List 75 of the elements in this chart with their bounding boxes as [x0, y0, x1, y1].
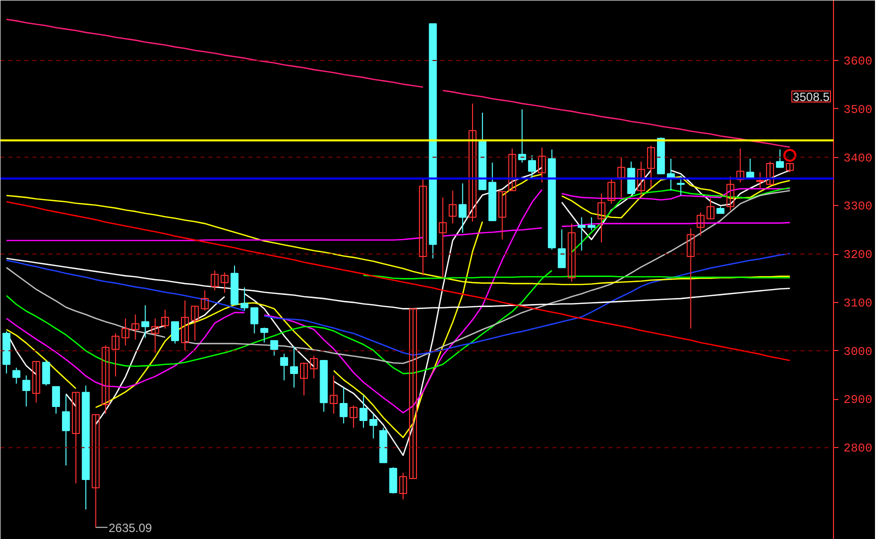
candlestick	[161, 309, 170, 330]
candlestick	[558, 228, 566, 268]
candlestick	[62, 394, 70, 466]
candlestick	[756, 172, 764, 188]
candlestick	[686, 228, 695, 330]
candlestick	[597, 193, 606, 243]
candlestick	[359, 394, 368, 428]
candlestick	[260, 327, 268, 344]
candlestick	[568, 223, 576, 282]
candlestick	[607, 177, 616, 204]
candlestick	[121, 318, 130, 346]
annotation: 3508.5	[792, 90, 830, 104]
candlestick	[300, 362, 308, 396]
candlestick	[736, 148, 744, 183]
candlestick	[528, 154, 536, 180]
candlestick	[102, 344, 110, 414]
candlestick	[131, 314, 140, 340]
candlestick	[12, 367, 20, 384]
candlestick	[52, 386, 60, 414]
candlestick	[180, 300, 189, 351]
candlestick	[330, 374, 338, 414]
candlestick	[200, 290, 209, 312]
candlestick	[92, 414, 100, 528]
candlestick	[250, 307, 258, 334]
candlestick	[706, 198, 715, 220]
candlestick	[578, 216, 586, 252]
candlestick	[448, 190, 457, 224]
candlestick	[637, 161, 646, 197]
candlestick	[141, 304, 150, 338]
candlestick	[240, 286, 248, 312]
candlestick	[270, 340, 278, 356]
candlestick	[726, 176, 734, 211]
candlestick	[766, 161, 774, 185]
candlestick	[112, 332, 120, 377]
candlestick	[22, 374, 30, 407]
candlestick	[350, 404, 358, 428]
candlestick	[498, 191, 506, 240]
candlestick	[340, 387, 348, 424]
candlestick	[280, 353, 288, 381]
y-tick-label: 3400	[844, 151, 872, 166]
candlestick	[190, 306, 199, 342]
candlestick	[666, 158, 675, 192]
y-tick-label: 3600	[844, 54, 872, 68]
y-tick-label: 2900	[844, 393, 872, 408]
candlestick	[776, 149, 784, 168]
candlestick	[409, 308, 418, 480]
candlestick	[508, 148, 516, 192]
candlestick	[290, 346, 298, 388]
y-tick-label: 3000	[844, 344, 872, 359]
candlestick	[588, 216, 596, 231]
candlestick	[220, 272, 229, 294]
y-tick-label: 3300	[844, 200, 872, 214]
candlestick	[151, 318, 160, 354]
candlestick	[42, 360, 50, 386]
candlestick	[617, 156, 626, 198]
candlestick	[418, 178, 427, 276]
y-tick-label: 2800	[844, 442, 872, 456]
candlestick	[32, 360, 40, 404]
candlestick	[369, 413, 378, 439]
annotation: 2635.09	[108, 520, 152, 535]
candlestick	[696, 212, 705, 236]
y-tick-label: 3200	[844, 248, 872, 262]
candlestick	[676, 175, 685, 196]
candlestick	[399, 472, 408, 500]
candlestick	[468, 103, 477, 222]
candlestick	[72, 392, 80, 484]
y-tick-label: 3100	[844, 296, 872, 310]
candlestick	[210, 270, 219, 291]
candlestick	[647, 145, 656, 188]
candlestick	[458, 182, 467, 234]
candlestick	[538, 147, 546, 183]
candlestick	[171, 321, 180, 344]
candlestick	[438, 196, 447, 278]
candlestick	[310, 355, 318, 379]
y-tick-label: 3500	[844, 102, 872, 117]
